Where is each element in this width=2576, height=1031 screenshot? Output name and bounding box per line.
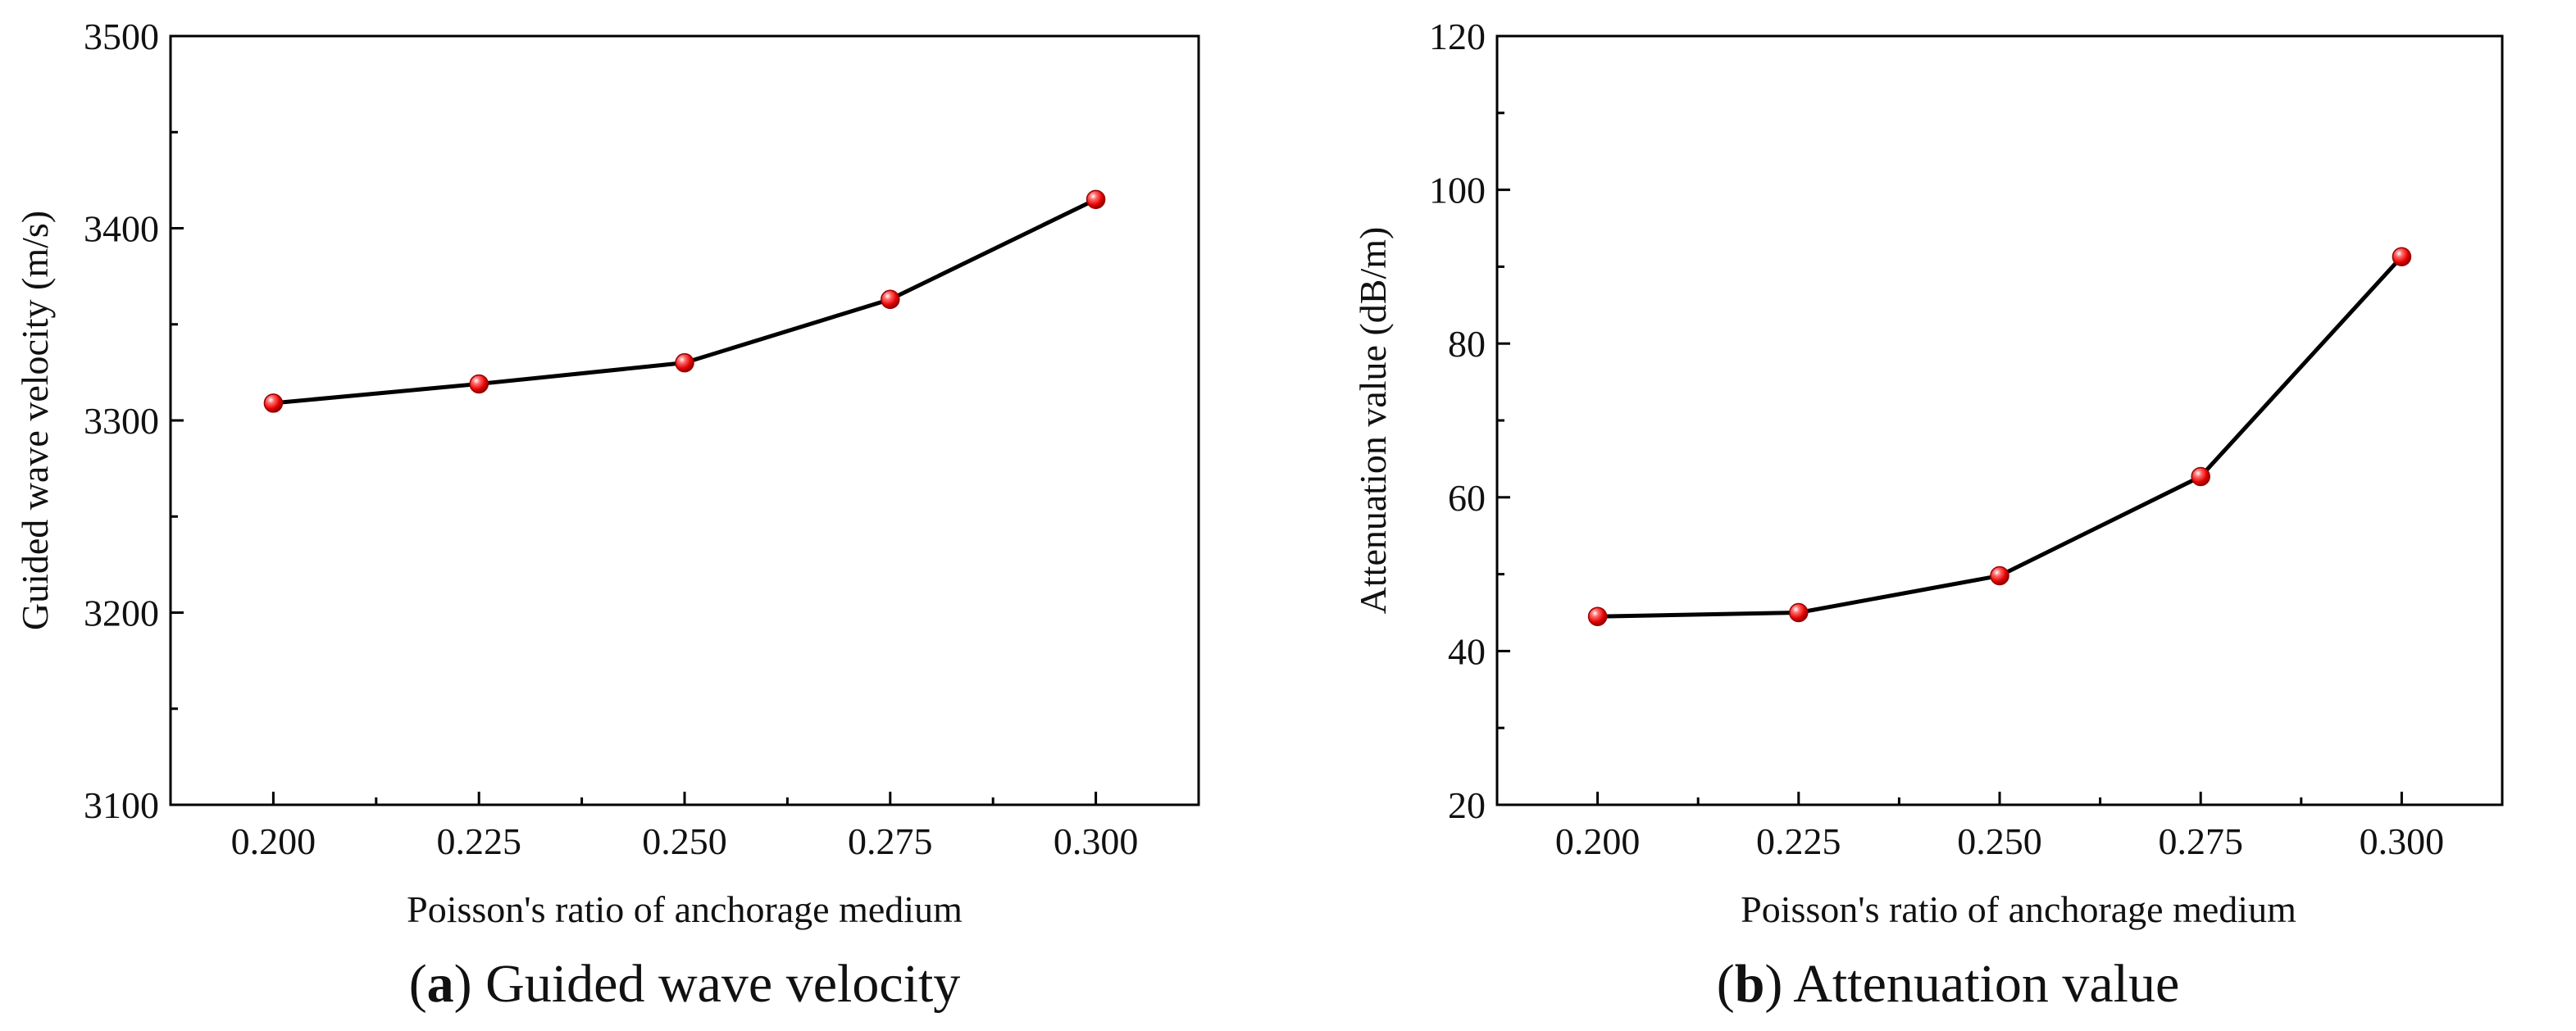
chart-a-x-tick-label: 0.200	[231, 820, 316, 862]
chart-a-x-tick-labels: 0.200 0.225 0.250 0.275 0.300	[231, 820, 1139, 862]
chart-a-caption: (a) Guided wave velocity	[409, 954, 961, 1014]
chart-a-guided-wave-velocity: 0.200 0.225 0.250 0.275 0.300 3100 3200 3300 34…	[14, 16, 1200, 1014]
chart-b-y-tick-label: 20	[1448, 784, 1486, 826]
chart-b-x-axis-title: Poisson's ratio of anchorage medium	[1741, 888, 2296, 930]
chart-b-x-tick-label: 0.250	[1957, 820, 2042, 862]
chart-b-data-point	[1789, 602, 1809, 623]
chart-a-markers	[263, 189, 1106, 413]
chart-b-y-tick-label: 80	[1448, 323, 1486, 365]
chart-b-y-axis-title: Attenuation value (dB/m)	[1352, 227, 1394, 615]
chart-b-data-point	[2392, 247, 2412, 266]
chart-a-data-point	[263, 393, 284, 413]
chart-a-y-tick-label: 3300	[84, 400, 159, 442]
chart-a-x-ticks	[271, 792, 1098, 805]
chart-a-y-ticks	[171, 34, 184, 806]
chart-b-data-point	[1587, 606, 1608, 626]
chart-a-x-tick-label: 0.300	[1054, 820, 1139, 862]
chart-a-data-point	[881, 289, 900, 310]
chart-a-y-tick-labels: 3100 3200 3300 3400 3500	[84, 16, 159, 826]
chart-a-y-tick-label: 3100	[84, 784, 159, 826]
chart-b-y-tick-labels: 20 40 60 80 100 120	[1429, 16, 1486, 826]
chart-b-x-tick-label: 0.200	[1555, 820, 1641, 862]
chart-b-x-tick-label: 0.275	[2158, 820, 2243, 862]
chart-b-y-ticks	[1497, 34, 1510, 806]
chart-b-series-line	[1597, 255, 2404, 619]
chart-b-y-tick-label: 40	[1448, 630, 1486, 672]
chart-a-x-tick-label: 0.225	[436, 820, 521, 862]
chart-b-y-tick-label: 120	[1429, 16, 1486, 57]
chart-b-attenuation-value: 0.200 0.225 0.250 0.275 0.300 20 40 60 80 100 120…	[1352, 16, 2504, 1014]
chart-b-data-point	[1990, 565, 2009, 586]
chart-a-x-tick-label: 0.250	[642, 820, 727, 862]
chart-a-series-line	[273, 198, 1097, 406]
chart-b-x-tick-label: 0.225	[1756, 820, 1841, 862]
chart-a-x-axis-title: Poisson's ratio of anchorage medium	[407, 888, 963, 930]
chart-b-y-tick-label: 60	[1448, 477, 1486, 519]
chart-a-plot-frame	[169, 34, 1200, 806]
chart-b-caption: (b) Attenuation value	[1717, 954, 2180, 1014]
chart-b-x-tick-labels: 0.200 0.225 0.250 0.275 0.300	[1555, 820, 2444, 862]
chart-b-y-tick-label: 100	[1429, 170, 1486, 211]
chart-a-data-point	[469, 374, 489, 394]
chart-b-markers	[1587, 247, 2412, 626]
chart-a-y-axis-title: Guided wave velocity (m/s)	[14, 211, 56, 630]
chart-a-y-tick-label: 3200	[84, 593, 159, 634]
chart-b-data-point	[2191, 466, 2210, 487]
chart-a-y-tick-label: 3500	[84, 16, 159, 57]
chart-b-x-ticks	[1596, 792, 2403, 805]
chart-a-y-tick-label: 3400	[84, 208, 159, 250]
chart-b-plot-frame	[1495, 34, 2504, 806]
chart-a-data-point	[675, 352, 694, 373]
chart-b-x-tick-label: 0.300	[2360, 820, 2445, 862]
chart-a-x-tick-label: 0.275	[848, 820, 933, 862]
chart-a-data-point	[1085, 189, 1106, 210]
